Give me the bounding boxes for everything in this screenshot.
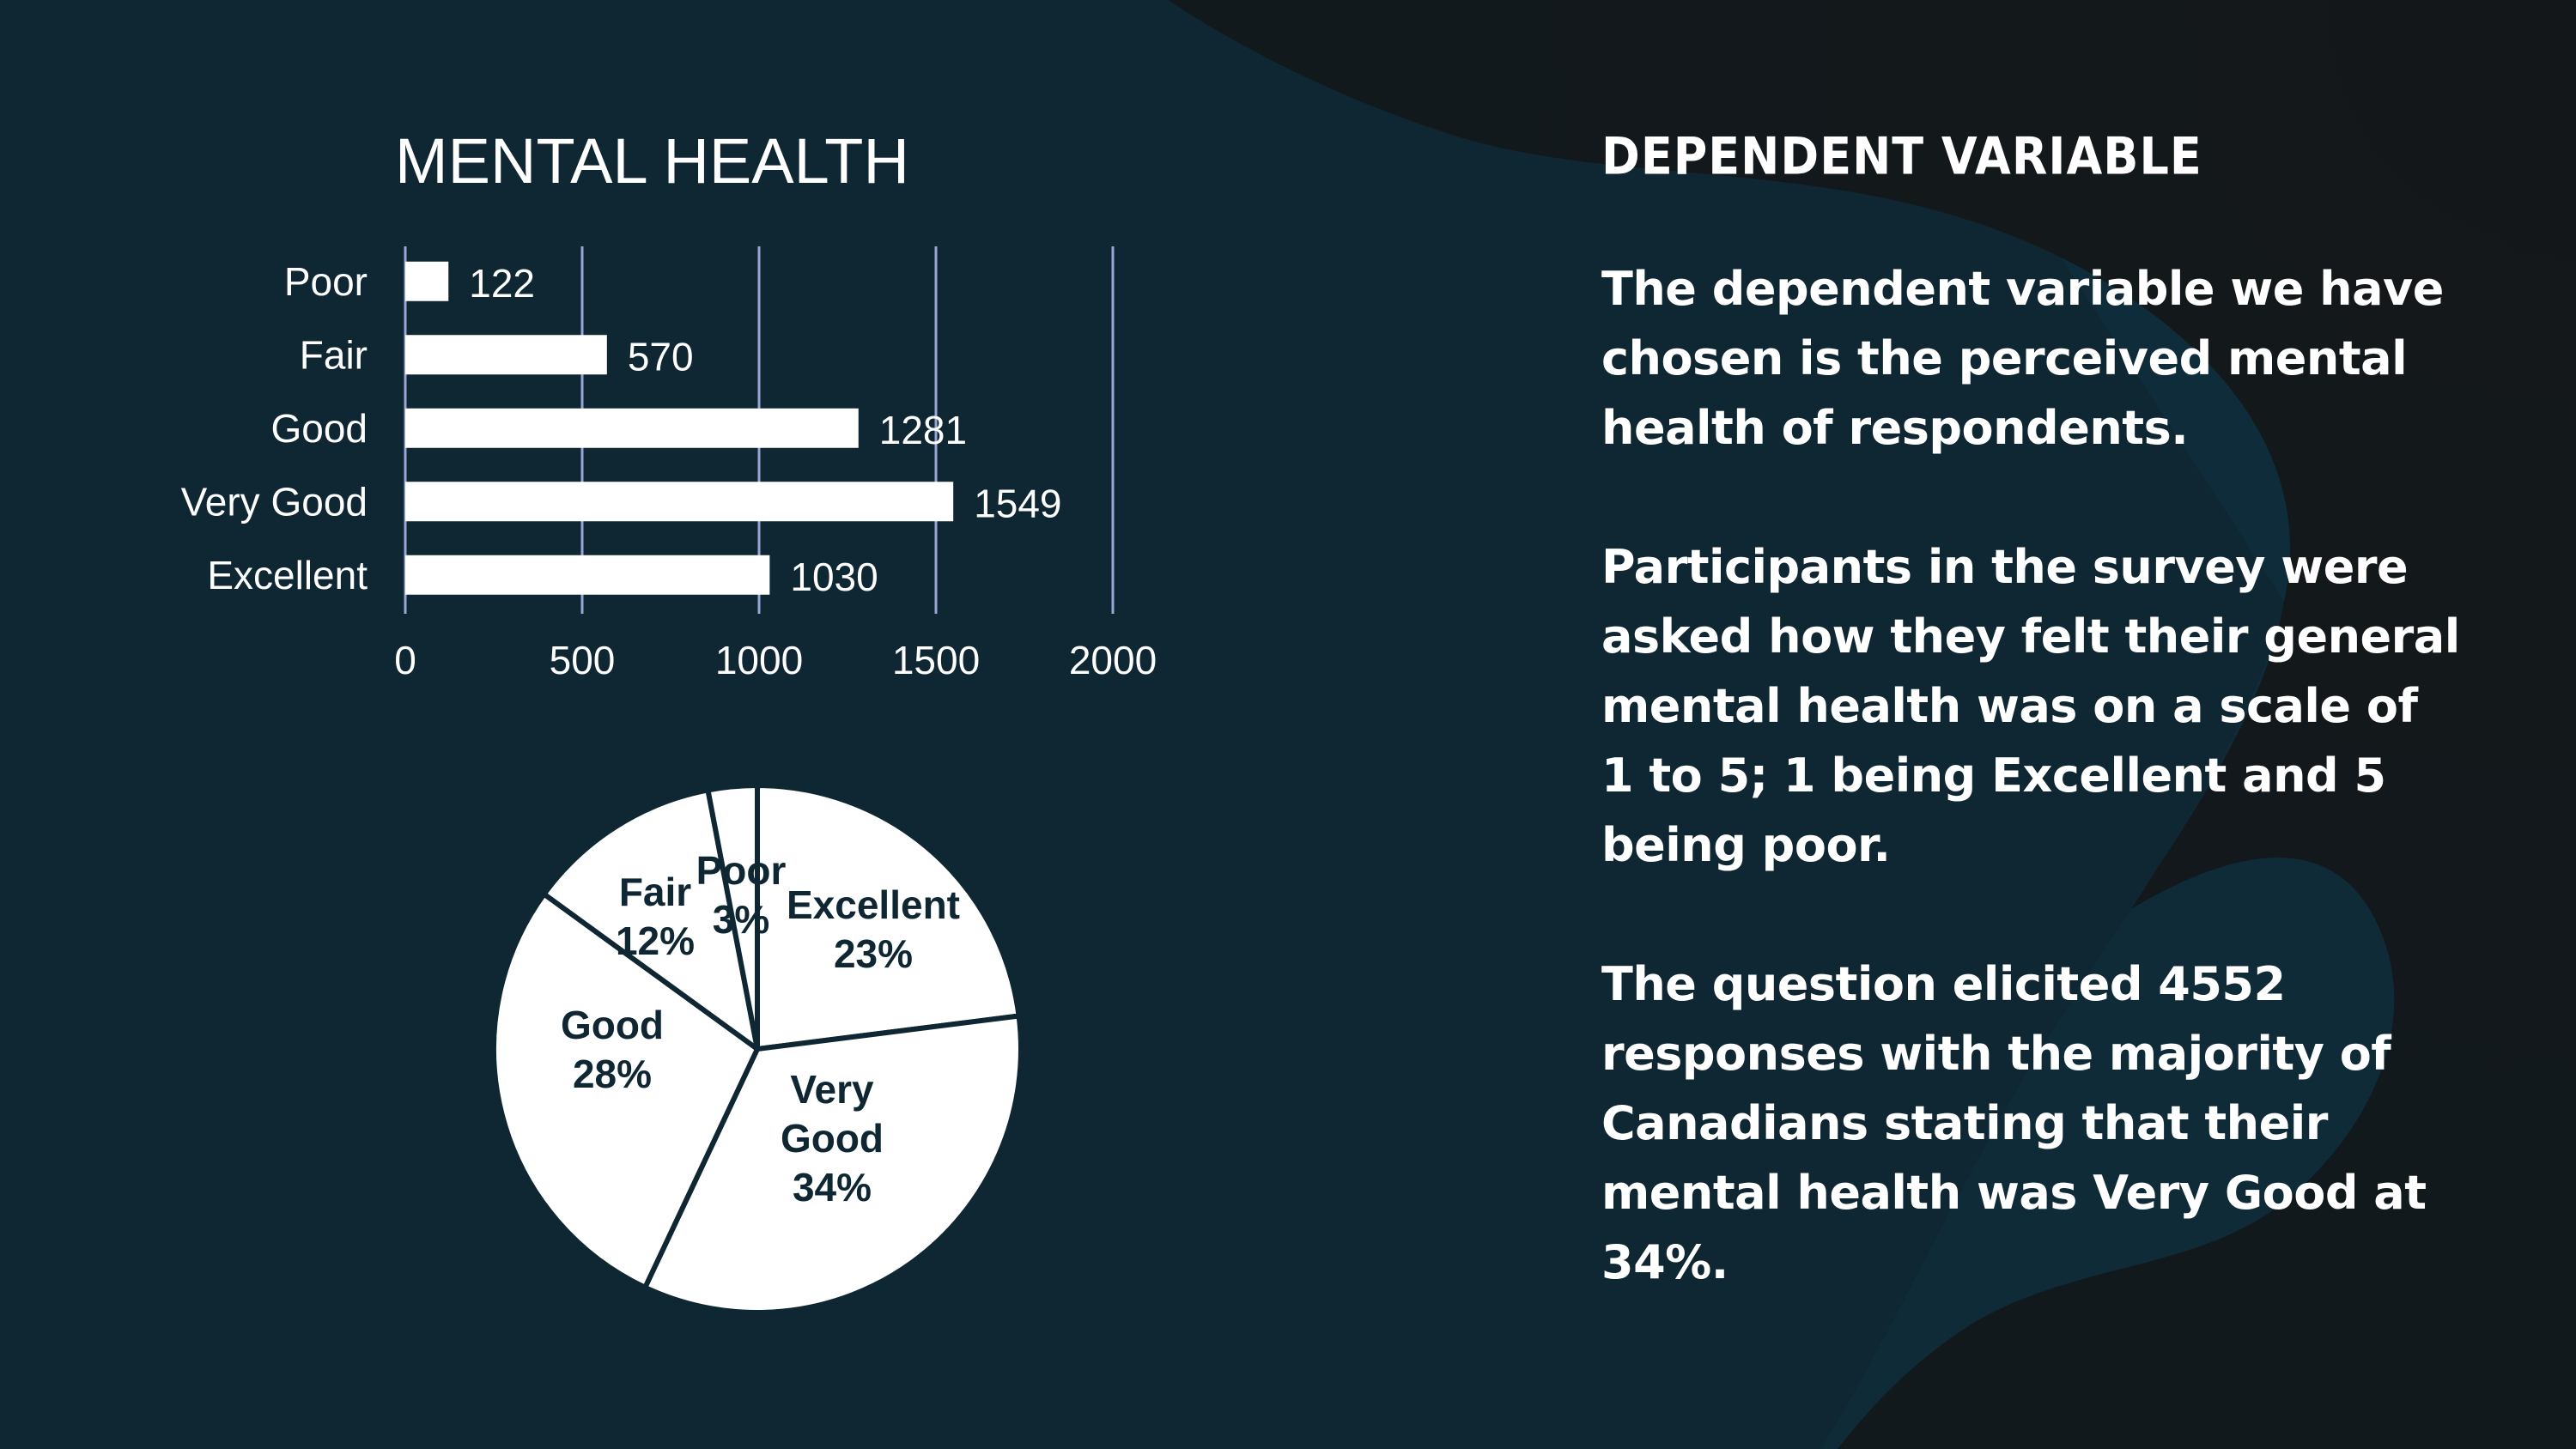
section-heading: DEPENDENT VARIABLE bbox=[1601, 126, 2202, 186]
category-label: Excellent bbox=[207, 553, 368, 597]
x-tick-label: 500 bbox=[550, 638, 616, 682]
paragraph-1: The dependent variable we have chosen is… bbox=[1601, 262, 2444, 455]
data-label: 570 bbox=[628, 334, 694, 379]
bar bbox=[405, 335, 607, 375]
data-label: 122 bbox=[469, 261, 535, 306]
category-label: Fair bbox=[300, 332, 368, 377]
text-panel: DEPENDENT VARIABLE The dependent variabl… bbox=[1601, 120, 2460, 1367]
bar bbox=[405, 482, 954, 522]
pie-slice bbox=[491, 891, 760, 1290]
paragraph-2: Participants in the survey were asked ho… bbox=[1601, 540, 2460, 872]
x-tick-label: 1000 bbox=[715, 638, 803, 682]
data-label: 1281 bbox=[879, 408, 967, 452]
slice-label: Poor 3% bbox=[696, 848, 787, 942]
pie-slice bbox=[705, 783, 760, 1052]
bar bbox=[405, 408, 859, 448]
x-tick-label: 2000 bbox=[1069, 638, 1157, 682]
data-label: 1030 bbox=[790, 555, 878, 599]
x-tick-label: 0 bbox=[394, 638, 416, 682]
bar bbox=[405, 261, 449, 301]
category-label: Good bbox=[270, 406, 368, 451]
pie-slice bbox=[541, 787, 760, 1052]
pie-chart: Excellent 23% Very Good 34% Good 28% Fair 12%Poo… bbox=[491, 783, 1024, 1315]
category-label: Poor bbox=[284, 259, 368, 304]
slice-label: Excellent 23% bbox=[787, 882, 960, 976]
slice-label: Fair 12% bbox=[616, 870, 695, 963]
bar-chart: MENTAL HEALTH Poor Fair Good Very Good Excel… bbox=[181, 125, 1157, 682]
slice-label: Very Good 34% bbox=[781, 1067, 884, 1210]
bar bbox=[405, 555, 770, 595]
x-tick-label: 1500 bbox=[892, 638, 980, 682]
category-label: Very Good bbox=[181, 479, 368, 524]
chart-title: MENTAL HEALTH bbox=[395, 125, 909, 197]
slice-label: Good 28% bbox=[561, 1003, 664, 1096]
pie-slice bbox=[755, 783, 1022, 1052]
data-label: 1549 bbox=[974, 481, 1061, 525]
paragraph-3: The question elicited 4552 responses wit… bbox=[1601, 957, 2427, 1289]
teal-blob-shape bbox=[1820, 258, 2395, 1449]
